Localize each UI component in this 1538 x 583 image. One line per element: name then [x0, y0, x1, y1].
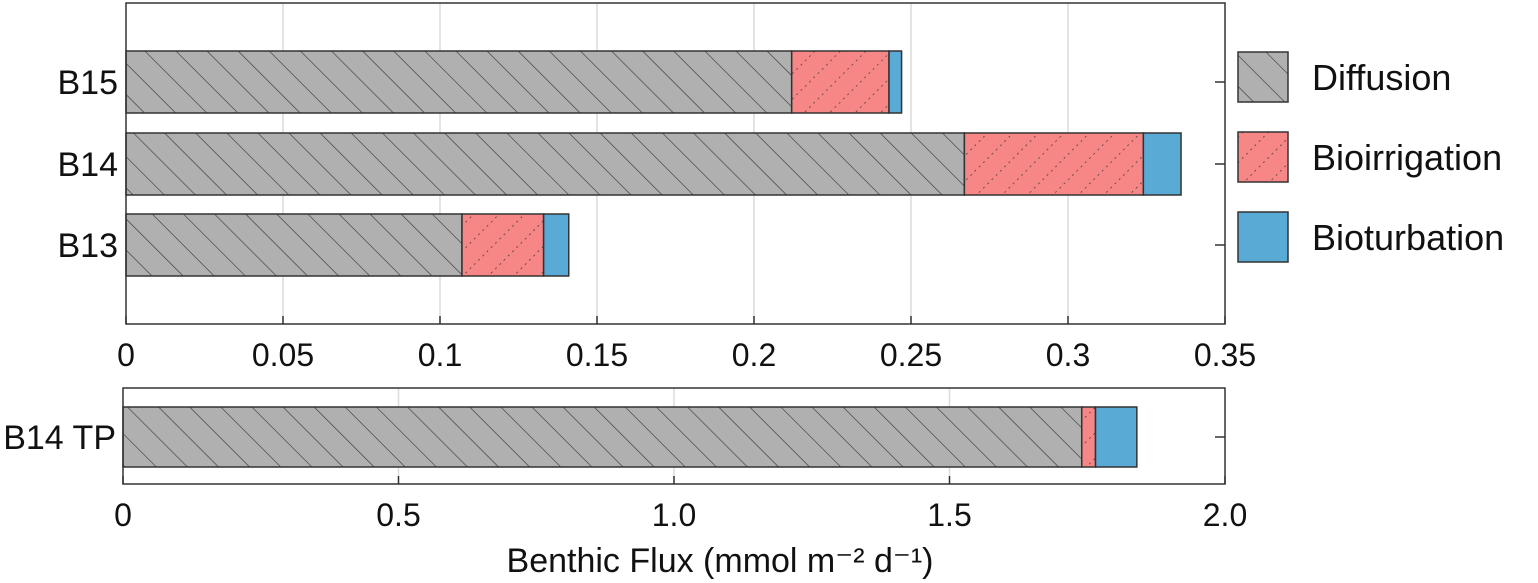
- bar-b13-bioirrigation-hatch: [461, 214, 544, 276]
- bar-b15-diffusion-hatch: [126, 51, 792, 113]
- x-tick-label: 0.35: [1194, 337, 1256, 373]
- x-tick-label: 0.15: [566, 337, 628, 373]
- bar-b14-tp-bioturbation: [1094, 406, 1138, 468]
- x-tick-label: 2.0: [1203, 497, 1247, 533]
- y-tick-label: B15: [58, 64, 119, 102]
- x-tick-label: 0: [117, 337, 135, 373]
- bar-b14-tp-bioirrigation-hatch: [1081, 407, 1096, 467]
- top-x-ticks: 0 0.05 0.1 0.15 0.2 0.25 0.3 0.35: [117, 316, 1256, 373]
- legend-label-bioirrigation: Bioirrigation: [1312, 137, 1502, 178]
- bottom-y-ticks: B14 TP: [3, 419, 1225, 457]
- x-tick-label: 0.3: [1046, 337, 1090, 373]
- x-tick-label: 0.25: [880, 337, 942, 373]
- x-tick-label: 1.0: [652, 497, 696, 533]
- legend-swatch-hatch: [1238, 132, 1288, 182]
- legend-label-bioturbation: Bioturbation: [1312, 217, 1504, 258]
- x-tick-label: 0.2: [732, 337, 776, 373]
- x-tick-label: 1.5: [927, 497, 971, 533]
- top-panel: B15 B14 B13 0 0.05 0.1 0.15 0.2 0.25 0.3 0.35: [58, 2, 1256, 373]
- bottom-panel: B14 TP 0 0.5 1.0 1.5 2.0: [3, 387, 1247, 533]
- y-tick-label: B14: [58, 146, 119, 184]
- x-tick-label: 0: [114, 497, 132, 533]
- x-axis-label: Benthic Flux (mmol m⁻² d⁻¹): [507, 542, 934, 580]
- bar-b15-bioturbation: [888, 50, 903, 114]
- bar-b13-diffusion-hatch: [126, 214, 462, 276]
- x-tick-label: 0.05: [252, 337, 314, 373]
- legend-swatch-bioturbation: [1237, 211, 1289, 263]
- bar-b14-bioirrigation-hatch: [964, 133, 1144, 195]
- bar-b14-tp-diffusion-hatch: [123, 407, 1082, 467]
- y-tick-label: B13: [58, 227, 119, 265]
- legend-swatch-hatch: [1238, 52, 1288, 102]
- bar-b13-bioturbation: [542, 213, 570, 277]
- bottom-bars: [122, 406, 1138, 468]
- legend-label-diffusion: Diffusion: [1312, 57, 1451, 98]
- top-bars: [125, 50, 1182, 277]
- top-y-ticks: B15 B14 B13: [58, 64, 1225, 265]
- bar-b14-bioturbation: [1142, 132, 1182, 196]
- bottom-x-ticks: 0 0.5 1.0 1.5 2.0: [114, 476, 1247, 533]
- legend: Diffusion Bioirrigation Bioturbation: [1237, 51, 1504, 263]
- bar-b15-bioirrigation-hatch: [791, 51, 890, 113]
- y-tick-label: B14 TP: [3, 419, 116, 457]
- x-tick-label: 0.1: [418, 337, 462, 373]
- bar-b14-diffusion-hatch: [126, 133, 965, 195]
- x-tick-label: 0.5: [376, 497, 420, 533]
